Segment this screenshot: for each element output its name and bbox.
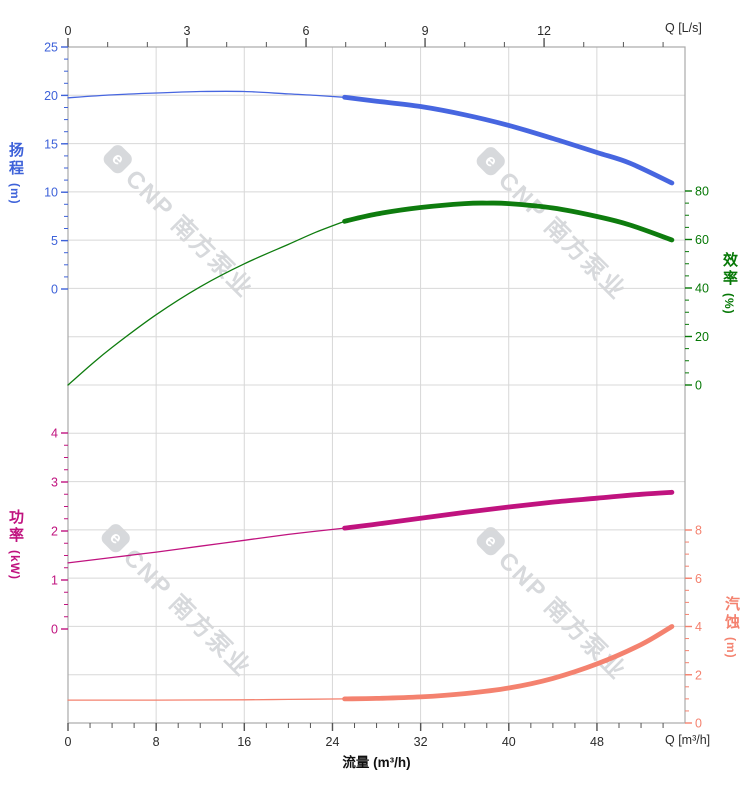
svg-text:10: 10 — [44, 186, 58, 200]
curves — [67, 90, 675, 702]
axis-title-cjk: 功率 — [7, 509, 24, 545]
svg-text:0: 0 — [65, 24, 72, 38]
npsh-curve-thin — [67, 698, 346, 701]
svg-text:3: 3 — [51, 476, 58, 490]
top-axis-unit-label: Q [L/s] — [665, 21, 702, 35]
axis-title-unit: (kW) — [8, 550, 22, 580]
svg-text:40: 40 — [695, 282, 709, 296]
flow-axis-title: 流量 (m³/h) — [342, 755, 411, 770]
power-curve-thin — [67, 527, 346, 564]
efficiency-axis-title: 效率 (%) — [720, 252, 738, 315]
axis-title-cjk: 汽蚀 — [723, 596, 740, 632]
svg-text:8: 8 — [695, 524, 702, 538]
svg-text:8: 8 — [153, 735, 160, 749]
svg-text:20: 20 — [44, 89, 58, 103]
axis-title-cjk: 效率 — [721, 252, 738, 288]
svg-text:60: 60 — [695, 233, 709, 247]
svg-text:5: 5 — [51, 234, 58, 248]
svg-text:12: 12 — [537, 24, 551, 38]
head-axis-title: 扬程 (m) — [6, 142, 24, 205]
npsh-axis: 0 2 4 6 8 — [685, 524, 702, 731]
svg-text:25: 25 — [44, 41, 58, 55]
svg-text:80: 80 — [695, 185, 709, 199]
efficiency-curve-thick — [342, 200, 675, 243]
axis-title-unit: (m) — [724, 637, 738, 659]
svg-text:20: 20 — [695, 330, 709, 344]
svg-text:0: 0 — [51, 283, 58, 297]
svg-text:15: 15 — [44, 137, 58, 151]
svg-text:40: 40 — [502, 735, 516, 749]
bottom-axis: 0 8 16 24 32 40 48 — [65, 723, 664, 749]
svg-text:2: 2 — [695, 668, 702, 682]
svg-text:4: 4 — [51, 427, 58, 441]
head-curve-thick — [342, 94, 675, 186]
svg-text:6: 6 — [695, 572, 702, 586]
efficiency-axis: 0 20 40 60 80 — [685, 185, 709, 393]
svg-text:6: 6 — [303, 24, 310, 38]
top-axis: 0 3 6 9 12 — [65, 24, 664, 47]
svg-text:3: 3 — [184, 24, 191, 38]
svg-text:48: 48 — [590, 735, 604, 749]
power-axis-title: 功率 (kW) — [6, 509, 24, 580]
efficiency-curve-thin — [67, 220, 346, 386]
svg-text:2: 2 — [51, 525, 58, 539]
axis-title-unit: (m) — [8, 183, 22, 205]
svg-text:9: 9 — [422, 24, 429, 38]
axis-title-unit: (%) — [722, 293, 736, 315]
power-curve-thick — [342, 489, 675, 531]
svg-text:0: 0 — [65, 735, 72, 749]
svg-text:0: 0 — [51, 623, 58, 637]
bottom-axis-unit-label: Q [m³/h] — [665, 733, 711, 747]
svg-text:4: 4 — [695, 620, 702, 634]
head-axis: 0 5 10 15 20 25 — [44, 41, 68, 297]
svg-text:0: 0 — [695, 717, 702, 731]
svg-text:32: 32 — [414, 735, 428, 749]
gridlines — [67, 46, 686, 724]
axis-title-cjk: 扬程 — [7, 142, 24, 178]
power-axis: 0 1 2 3 4 — [51, 427, 68, 637]
head-curve-thin — [67, 90, 346, 99]
svg-text:16: 16 — [237, 735, 251, 749]
svg-text:24: 24 — [326, 735, 340, 749]
svg-text:1: 1 — [51, 574, 58, 588]
svg-text:0: 0 — [695, 379, 702, 393]
npsh-axis-title: 汽蚀 (m) — [722, 596, 740, 659]
npsh-curve-thick — [342, 624, 675, 702]
